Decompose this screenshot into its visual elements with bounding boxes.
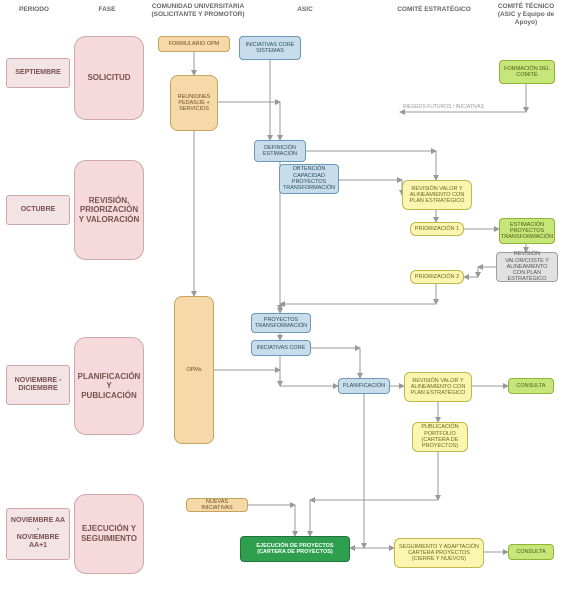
box-revision-coste: REVISIÓN VALOR/COSTE Y ALINEAMIENTO CON … [496, 252, 558, 282]
col-header-comunidad: COMUNIDAD UNIVERSITARIA (SOLICITANTE Y P… [148, 3, 248, 19]
box-priorizacion1: PRIORIZACIÓN 1 [410, 222, 464, 236]
box-estimacion: ESTIMACIÓN PROYECTOS TRANSFORMACIÓN [499, 218, 555, 244]
box-revision-valor1: REVISIÓN VALOR Y ALINEAMIENTO CON PLAN E… [402, 180, 472, 210]
box-iniciativas-core: INICIATIVAS CORE SISTEMAS [239, 36, 301, 60]
col-header-tecnico: COMITÉ TÉCNICO (ASIC y Equipo de Apoyo) [492, 3, 560, 26]
box-formacion: FORMACIÓN DEL COMITÉ [499, 60, 555, 84]
box-priorizacion2: PRIORIZACIÓN 2 [410, 270, 464, 284]
periodo-nov-dic: NOVIEMBRE - DICIEMBRE [6, 365, 70, 405]
periodo-septiembre: SEPTIEMBRE [6, 58, 70, 88]
fase-planificacion: PLANIFICACIÓN Y PUBLICACIÓN [74, 337, 144, 435]
box-proyectos-trans: PROYECTOS TRANSFORMACIÓN [251, 313, 311, 333]
periodo-octubre: OCTUBRE [6, 195, 70, 225]
box-publicacion: PUBLICACIÓN PORTFOLIO (CARTERA DE PROYEC… [412, 422, 468, 452]
fase-ejecucion: EJECUCIÓN Y SEGUIMIENTO [74, 494, 144, 574]
box-nuevas: NUEVAS INICIATIVAS [186, 498, 248, 512]
box-opms: OPMs [174, 296, 214, 444]
fase-revision: REVISIÓN, PRIORIZACIÓN Y VALORACIÓN [74, 160, 144, 260]
box-consulta1: CONSULTA [508, 378, 554, 394]
box-obtencion: OBTENCIÓN CAPACIDAD PROYECTOS TRANSFORMA… [279, 164, 339, 194]
box-iniciativas-core2: INICIATIVAS CORE [251, 340, 311, 356]
box-formulario: FORMULARIO OPM [158, 36, 230, 52]
box-revision-valor2: REVISIÓN VALOR Y ALINEAMIENTO CON PLAN E… [404, 372, 472, 402]
box-reuniones: REUNIONES PEDAS/JE + SERVICIOS [170, 75, 218, 131]
col-header-periodo: PERIODO [4, 6, 64, 14]
col-header-fase: FASE [72, 6, 142, 14]
box-consulta2: CONSULTA [508, 544, 554, 560]
fase-solicitud: SOLICITUD [74, 36, 144, 120]
col-header-estrat: COMITÉ ESTRATÉGICO [384, 6, 484, 14]
col-header-asic: ASIC [255, 6, 355, 14]
periodo-nov-aa: NOVIEMBRE AA - NOVIEMBRE AA+1 [6, 508, 70, 560]
box-seguimiento: SEGUIMIENTO Y ADAPTACIÓN CARTERA PROYECT… [394, 538, 484, 568]
box-definicion: DEFINICIÓN ESTIMACIÓN [254, 140, 306, 162]
label-riesgos: RIESGOS FUTUROS / INICIATIVAS [403, 104, 493, 110]
box-ejecucion-proyectos: EJECUCIÓN DE PROYECTOS (CARTERA DE PROYE… [240, 536, 350, 562]
box-planificacion: PLANIFICACIÓN [338, 378, 390, 394]
